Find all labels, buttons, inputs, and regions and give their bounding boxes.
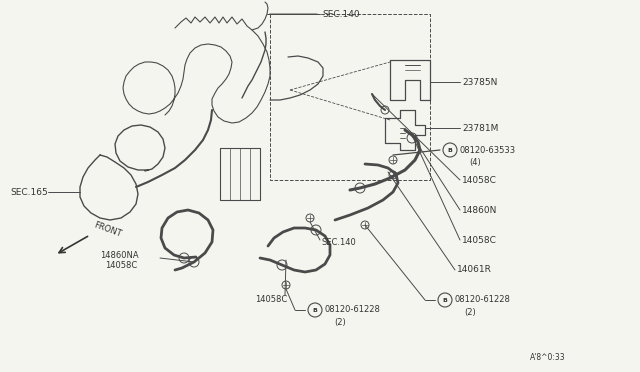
- Text: SEC.140: SEC.140: [322, 10, 360, 19]
- Text: 08120-63533: 08120-63533: [460, 145, 516, 154]
- Text: 14061R: 14061R: [457, 266, 492, 275]
- Text: 14860NA: 14860NA: [100, 250, 139, 260]
- Text: 23785N: 23785N: [462, 77, 497, 87]
- Text: 08120-61228: 08120-61228: [325, 305, 381, 314]
- Text: A'8^0:33: A'8^0:33: [530, 353, 566, 362]
- Text: 14860N: 14860N: [462, 205, 497, 215]
- Text: 14058C: 14058C: [462, 176, 497, 185]
- Text: B: B: [443, 298, 447, 302]
- Text: B: B: [312, 308, 317, 312]
- Text: B: B: [447, 148, 452, 153]
- Text: SEC.165: SEC.165: [10, 187, 48, 196]
- Text: 14058C: 14058C: [462, 235, 497, 244]
- Text: 23781M: 23781M: [462, 124, 499, 132]
- Text: 14058C: 14058C: [105, 260, 137, 269]
- Text: FRONT: FRONT: [92, 221, 122, 239]
- Text: (4): (4): [469, 157, 481, 167]
- Text: 14058C: 14058C: [255, 295, 287, 305]
- Text: 08120-61228: 08120-61228: [455, 295, 511, 305]
- Text: (2): (2): [464, 308, 476, 317]
- Text: SEC.140: SEC.140: [322, 237, 356, 247]
- Text: (2): (2): [334, 317, 346, 327]
